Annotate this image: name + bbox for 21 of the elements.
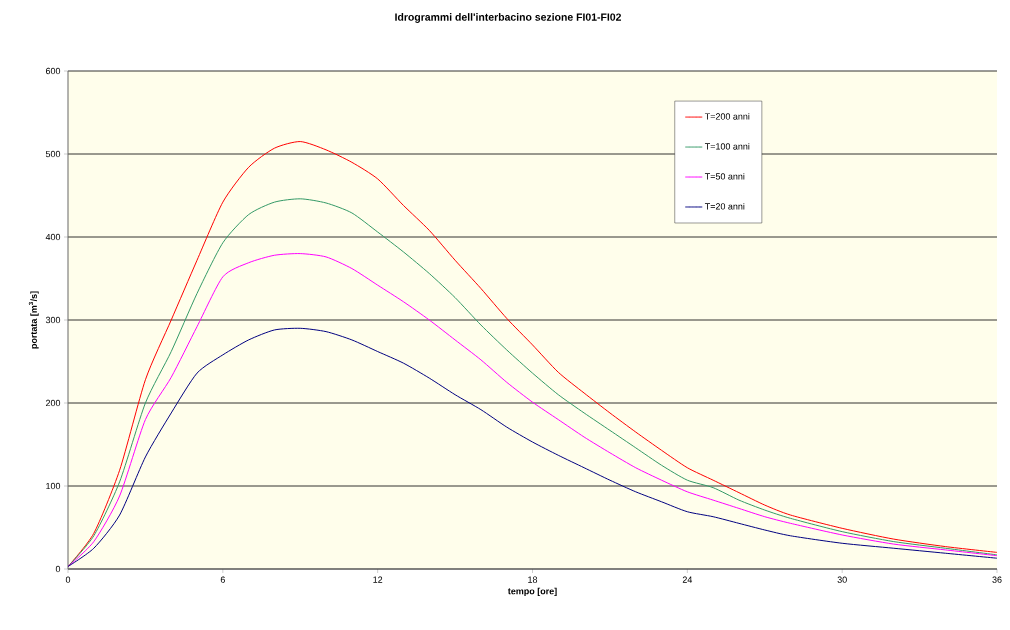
y-tick-label: 400 — [45, 233, 61, 241]
y-tick-label: 100 — [46, 482, 61, 490]
chart-title: Idrogrammi dell'interbacino sezione FI01-FI02 — [395, 13, 622, 23]
y-axis-title: portata [m$^{3}$/s] — [28, 291, 39, 349]
x-tick-label: 12 — [373, 576, 383, 583]
x-tick-label: 36 — [992, 576, 1002, 583]
legend-label: T=100 anni — [704, 143, 750, 150]
y-tick-label: 500 — [45, 150, 61, 158]
x-tick-label: 6 — [220, 576, 225, 583]
y-tick-label: 0 — [55, 565, 61, 573]
x-tick-label: 30 — [837, 576, 847, 583]
x-tick-label: 0 — [65, 576, 71, 583]
y-tick-label: 600 — [45, 67, 61, 75]
legend-label: T=200 anni — [704, 113, 750, 120]
x-axis-title: tempo [ore] — [507, 587, 557, 597]
y-tick-label: 300 — [45, 316, 61, 324]
legend-label: T=50 anni — [704, 173, 745, 180]
x-tick-label: 24 — [682, 576, 693, 583]
legend-label: T=20 anni — [704, 203, 745, 210]
x-tick-label: 18 — [528, 576, 538, 583]
y-tick-label: 200 — [45, 399, 61, 407]
